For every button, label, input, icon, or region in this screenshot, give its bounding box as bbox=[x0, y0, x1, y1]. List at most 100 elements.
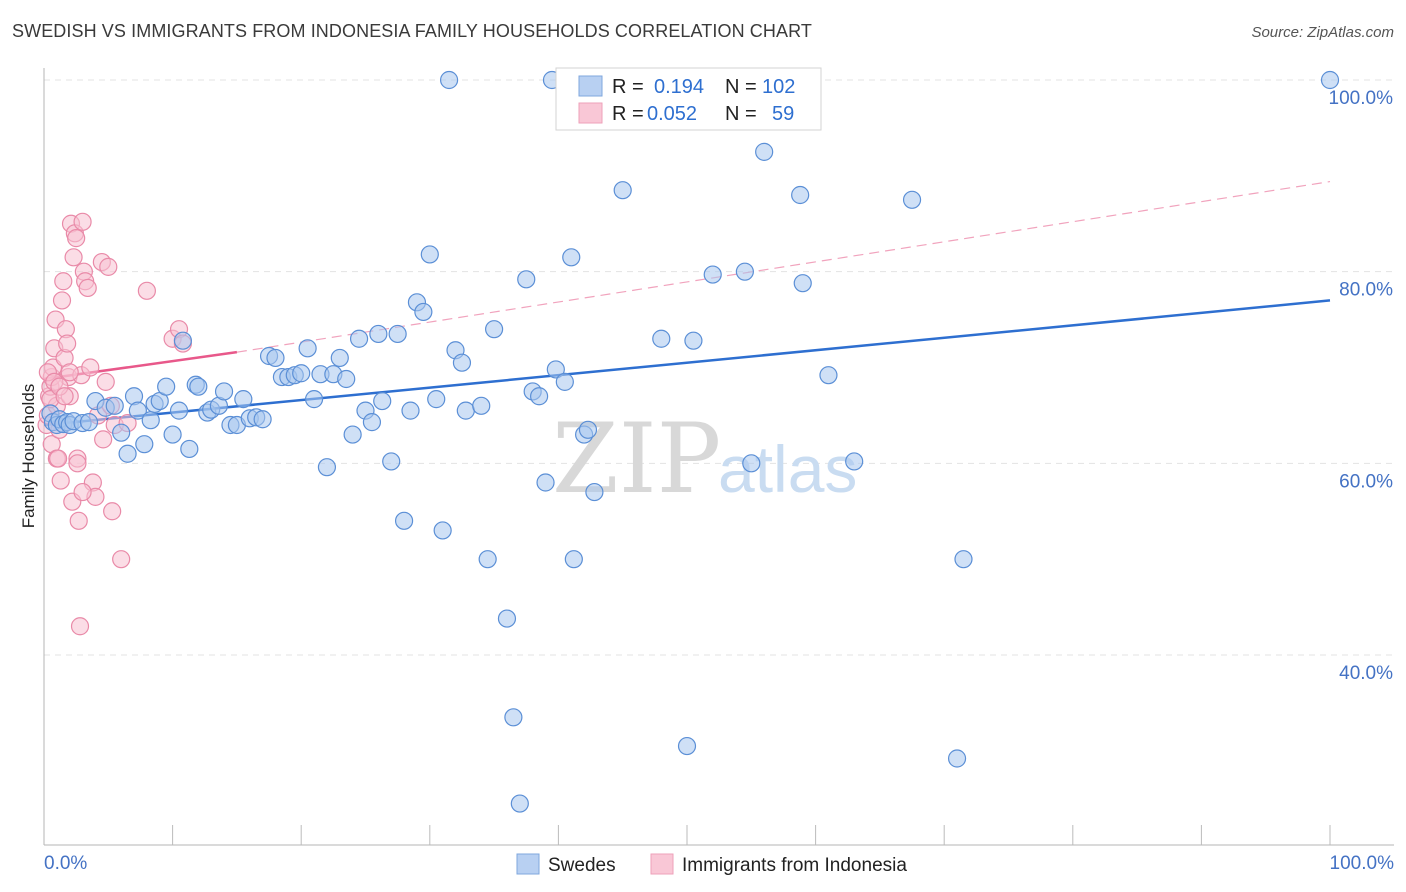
y-tick-label-40: 40.0% bbox=[1339, 663, 1393, 684]
point-swedes-60 bbox=[401, 401, 420, 420]
y-axis-label: Family Households bbox=[19, 384, 38, 529]
legend-swatch-swedes bbox=[578, 75, 603, 97]
point-indonesia-41 bbox=[99, 257, 118, 276]
point-indonesia-43 bbox=[103, 502, 122, 521]
point-swedes-49 bbox=[330, 348, 349, 368]
trend-lines bbox=[43, 180, 1331, 427]
point-swedes-27 bbox=[189, 377, 208, 396]
point-swedes-92 bbox=[684, 331, 703, 350]
point-swedes-102 bbox=[902, 190, 922, 209]
y-tick-label-100: 100.0% bbox=[1329, 88, 1394, 109]
point-swedes-90 bbox=[652, 329, 671, 348]
point-swedes-100 bbox=[819, 366, 838, 385]
legend-n-value-indonesia: 59 bbox=[772, 103, 794, 125]
point-swedes-23 bbox=[169, 401, 189, 420]
legend-swatch-indonesia bbox=[578, 102, 603, 124]
point-swedes-82 bbox=[555, 372, 574, 391]
point-swedes-74 bbox=[504, 708, 523, 727]
point-swedes-52 bbox=[349, 329, 369, 348]
point-indonesia-40 bbox=[96, 372, 115, 391]
point-indonesia-27 bbox=[69, 511, 88, 530]
point-swedes-25 bbox=[180, 439, 199, 459]
point-swedes-47 bbox=[317, 458, 337, 477]
point-swedes-55 bbox=[369, 324, 388, 344]
point-indonesia-33 bbox=[78, 278, 97, 298]
point-indonesia-18 bbox=[58, 334, 77, 353]
point-swedes-58 bbox=[388, 324, 407, 344]
point-swedes-104 bbox=[947, 749, 967, 768]
point-swedes-87 bbox=[585, 482, 604, 502]
point-swedes-72 bbox=[485, 320, 504, 339]
point-swedes-51 bbox=[343, 425, 362, 444]
point-swedes-79 bbox=[536, 473, 555, 492]
bottom-legend-swatch-indonesia bbox=[650, 853, 674, 875]
point-swedes-17 bbox=[135, 435, 154, 454]
point-swedes-13 bbox=[112, 423, 131, 442]
point-swedes-14 bbox=[118, 444, 137, 463]
point-swedes-21 bbox=[157, 377, 176, 396]
bottom-legend-label-indonesia: Immigrants from Indonesia bbox=[682, 855, 907, 876]
point-indonesia-13 bbox=[51, 471, 70, 490]
point-swedes-70 bbox=[472, 396, 491, 415]
point-swedes-69 bbox=[456, 401, 475, 420]
bottom-legend: Swedes Immigrants from Indonesia bbox=[516, 853, 907, 876]
point-swedes-76 bbox=[517, 270, 536, 289]
x-tick-label-max: 100.0% bbox=[1330, 853, 1395, 874]
point-swedes-86 bbox=[578, 420, 598, 439]
point-indonesia-28 bbox=[70, 617, 90, 636]
point-swedes-84 bbox=[564, 550, 583, 569]
y-tick-label-80: 80.0% bbox=[1339, 280, 1393, 301]
points-swedes bbox=[41, 70, 1340, 813]
chart-title: SWEDISH VS IMMIGRANTS FROM INDONESIA FAM… bbox=[12, 21, 812, 41]
legend-n-label-indonesia: N = bbox=[725, 103, 757, 125]
point-swedes-95 bbox=[742, 454, 761, 473]
y-tick-label-60: 60.0% bbox=[1339, 471, 1393, 492]
point-swedes-34 bbox=[234, 390, 253, 409]
point-swedes-63 bbox=[420, 245, 439, 264]
point-swedes-16 bbox=[128, 401, 147, 420]
point-swedes-103 bbox=[954, 550, 973, 569]
point-indonesia-45 bbox=[112, 550, 131, 569]
legend-r-value-indonesia: 0.052 bbox=[647, 103, 697, 125]
legend: R = 0.194 N = 102 R = 0.052 N = 59 bbox=[555, 67, 822, 131]
point-indonesia-56 bbox=[60, 363, 79, 382]
legend-r-value-swedes: 0.194 bbox=[654, 76, 704, 98]
point-swedes-62 bbox=[414, 302, 433, 322]
point-indonesia-15 bbox=[54, 272, 73, 291]
point-swedes-91 bbox=[677, 736, 697, 756]
point-swedes-50 bbox=[337, 369, 356, 389]
point-swedes-12 bbox=[105, 396, 124, 415]
point-indonesia-14 bbox=[52, 291, 72, 310]
point-swedes-98 bbox=[791, 185, 810, 205]
point-swedes-99 bbox=[793, 274, 812, 293]
point-swedes-96 bbox=[755, 142, 774, 161]
points-immigrants-indonesia bbox=[37, 212, 192, 636]
point-swedes-78 bbox=[530, 387, 549, 406]
legend-n-value-swedes: 102 bbox=[762, 76, 795, 98]
watermark: ZIP atlas bbox=[552, 403, 857, 515]
point-swedes-94 bbox=[735, 262, 754, 281]
point-swedes-83 bbox=[562, 248, 581, 267]
point-swedes-93 bbox=[703, 265, 722, 284]
point-swedes-89 bbox=[613, 181, 632, 200]
point-swedes-18 bbox=[141, 411, 160, 430]
point-swedes-44 bbox=[298, 339, 317, 358]
point-indonesia-34 bbox=[81, 358, 100, 377]
point-indonesia-58 bbox=[73, 482, 92, 502]
point-swedes-59 bbox=[394, 511, 414, 530]
point-swedes-39 bbox=[266, 348, 285, 368]
axes bbox=[43, 68, 1394, 846]
point-swedes-9 bbox=[79, 413, 99, 432]
source-credit: Source: ZipAtlas.com bbox=[1251, 24, 1394, 41]
watermark-atlas: atlas bbox=[718, 432, 857, 506]
legend-n-label-swedes: N = bbox=[725, 76, 757, 98]
point-swedes-64 bbox=[427, 390, 446, 409]
x-tick-label-min: 0.0% bbox=[44, 853, 87, 874]
point-swedes-24 bbox=[173, 331, 192, 350]
point-swedes-65 bbox=[433, 521, 452, 540]
legend-r-label-swedes: R = bbox=[612, 76, 644, 98]
x-ticks bbox=[172, 825, 1331, 845]
point-indonesia-47 bbox=[137, 281, 156, 300]
bottom-legend-label-swedes: Swedes bbox=[548, 855, 616, 876]
